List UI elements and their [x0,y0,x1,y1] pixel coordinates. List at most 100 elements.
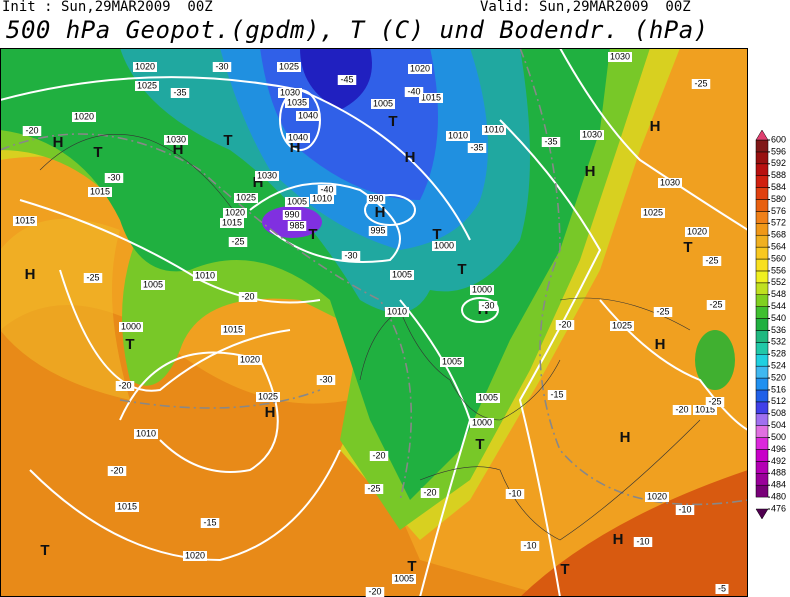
pressure-center: T [407,558,416,575]
isotherm-label: -35 [470,142,483,152]
isobar-label-box [685,227,709,237]
isobar-label-box [285,98,309,108]
colorbar-label: 564 [771,242,786,252]
colorbar-label: 528 [771,349,786,359]
isotherm-label: -25 [656,306,669,316]
isotherm-label-box [107,466,127,476]
isobar-label: 1020 [687,226,707,236]
isotherm-label: -20 [369,450,389,461]
pressure-center: H [405,149,416,166]
isotherm-label: -5 [715,583,729,594]
isotherm-label: -25 [702,255,722,266]
isotherm-label: -20 [672,404,692,415]
colorbar-label: 480 [771,491,786,501]
isotherm-label-box [316,375,336,385]
isobar-label: 1025 [643,207,663,217]
isobar-label: 1040 [296,110,320,121]
isotherm-label: -25 [705,255,718,265]
isotherm-label-box [104,173,124,183]
isobar-label: 1025 [277,61,301,72]
pressure-center: H [53,134,64,151]
isotherm-label-box [505,489,525,499]
pressure-center: H [253,174,264,191]
colorbar-swatch [755,151,769,165]
colorbar-swatch [755,508,769,520]
isotherm-label-box [547,390,567,400]
isobar-label: 985 [287,220,307,231]
isobar-label-box [282,210,302,220]
isotherm-label: -20 [675,404,688,414]
colorbar-label: 576 [771,206,786,216]
isobar-label: 1035 [287,97,307,107]
isotherm-label: -35 [173,87,186,97]
colorbar-label: 548 [771,289,786,299]
isobar-label: 1015 [695,404,715,414]
isobar-label: 1010 [482,124,506,135]
isobar-label: 1000 [121,321,141,331]
isobar-label: 1015 [88,186,112,197]
isotherm-label: -35 [467,142,487,153]
isotherm-label: -30 [478,300,498,311]
isobar-label: 1005 [392,269,412,279]
isobar-label: 1010 [310,193,334,204]
isobar-label: 1030 [582,129,602,139]
isotherm-label: -25 [706,299,726,310]
isobar-label-box [610,321,634,331]
isotherm-label: -15 [203,517,216,527]
isotherm-label: -25 [705,396,725,407]
isotherm-label: -20 [25,125,38,135]
colorbar-label: 504 [771,420,786,430]
isobar-label-box [135,81,159,91]
isobar-label: 1020 [133,61,157,72]
isotherm-label-box [653,307,673,317]
isobar-label: 990 [368,193,383,203]
isobar-label-box [238,355,262,365]
isobar-label-box [278,88,302,98]
isobar-label: 1015 [223,324,243,334]
isobar-label: 1025 [135,80,159,91]
isotherm-label: -20 [555,319,575,330]
colorbar-label: 484 [771,480,786,490]
isotherm-label: -10 [636,536,649,546]
pressure-center: T [125,336,134,353]
pressure-center: H [585,163,596,180]
isobar-label: 1030 [164,134,188,145]
isobar-label: 1005 [390,269,414,280]
isotherm-label: -30 [316,374,336,385]
colorbar-swatch [755,473,769,486]
isotherm-label: -10 [523,540,536,550]
isobar-label-box [366,194,386,204]
isotherm-label-box [467,143,487,153]
isobar-label: 1025 [612,320,632,330]
isobar-label: 1015 [115,501,139,512]
pressure-center: T [40,542,49,559]
pressure-center: H [375,204,386,221]
isobar-label-box [658,178,682,188]
isobar-label: 1030 [255,170,279,181]
isobar-label: 1030 [660,177,680,187]
isobar-label: 1005 [373,98,393,108]
isobar-label: 1020 [645,491,669,502]
isobar-label: 1040 [286,132,310,143]
isobar-label: 1000 [434,240,454,250]
colorbar-label: 580 [771,194,786,204]
pressure-center: T [93,144,102,161]
pressure-center: T [475,436,484,453]
isotherm-label: -20 [368,586,381,596]
colorbar-swatch [755,437,769,450]
isobar-label-box [223,208,247,218]
isobar-label-box [287,221,307,231]
isobar-label: 1010 [312,193,332,203]
isobar-label: 1035 [285,97,309,108]
isobar-label: 1030 [658,177,682,188]
isotherm-label-box [672,405,692,415]
isotherm-label: -5 [718,583,726,593]
isobar-label: 1025 [641,207,665,218]
isotherm-label: -10 [505,488,525,499]
isotherm-label: -20 [558,319,571,329]
colorbar-label: 532 [771,337,786,347]
colorbar-label: 540 [771,313,786,323]
colorbar-label: 524 [771,361,786,371]
isobar-label: 1020 [685,226,709,237]
colorbar-label: 508 [771,408,786,418]
